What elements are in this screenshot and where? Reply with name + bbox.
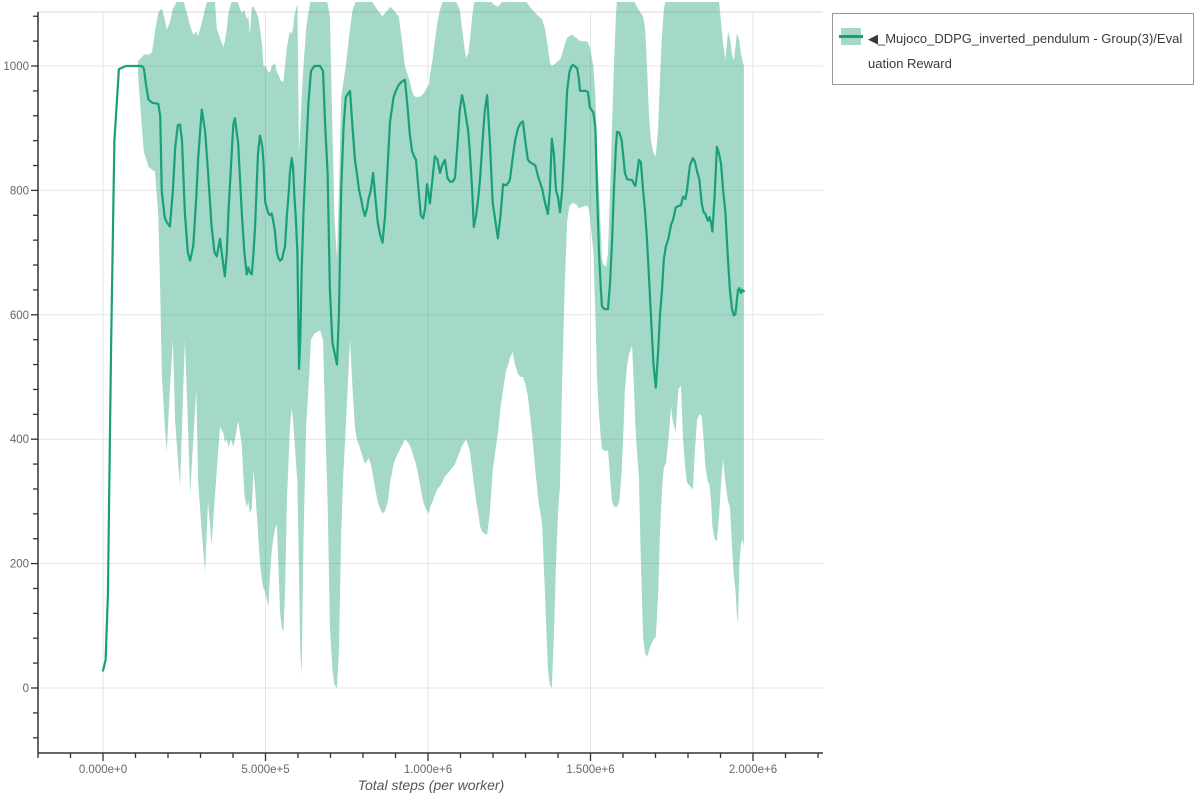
legend-label: ◀_Mujoco_DDPG_inverted_pendulum - Group(… bbox=[868, 31, 1183, 71]
x-tick-label: 1.500e+6 bbox=[566, 764, 614, 776]
x-tick-label: 5.000e+5 bbox=[241, 764, 289, 776]
axes bbox=[37, 12, 823, 754]
x-tick-label: 0.000e+0 bbox=[79, 764, 127, 776]
mean-reward-line bbox=[101, 63, 745, 672]
tick-labels: 0.000e+0 5.000e+5 1.000e+6 1.500e+6 2.000e+6… bbox=[3, 61, 777, 776]
y-tick-label: 200 bbox=[10, 559, 29, 571]
grid-lines bbox=[38, 11, 823, 753]
x-tick-label: 2.000e+6 bbox=[729, 764, 777, 776]
y-tick-label: 600 bbox=[10, 310, 29, 322]
y-tick-label: 0 bbox=[23, 683, 29, 695]
reward-line bbox=[101, 63, 745, 672]
series-swatch-icon bbox=[839, 28, 863, 45]
legend-box: ◀_Mujoco_DDPG_inverted_pendulum - Group(… bbox=[832, 13, 1194, 85]
y-tick-label: 400 bbox=[10, 434, 29, 446]
y-tick-label: 800 bbox=[10, 185, 29, 197]
y-tick-label: 1000 bbox=[3, 61, 29, 73]
x-tick-label: 1.000e+6 bbox=[404, 764, 452, 776]
x-axis-title: Total steps (per worker) bbox=[357, 777, 505, 793]
legend-entry-evaluation-reward[interactable]: ◀_Mujoco_DDPG_inverted_pendulum - Group(… bbox=[833, 14, 1193, 76]
axis-ticks bbox=[31, 15, 819, 761]
